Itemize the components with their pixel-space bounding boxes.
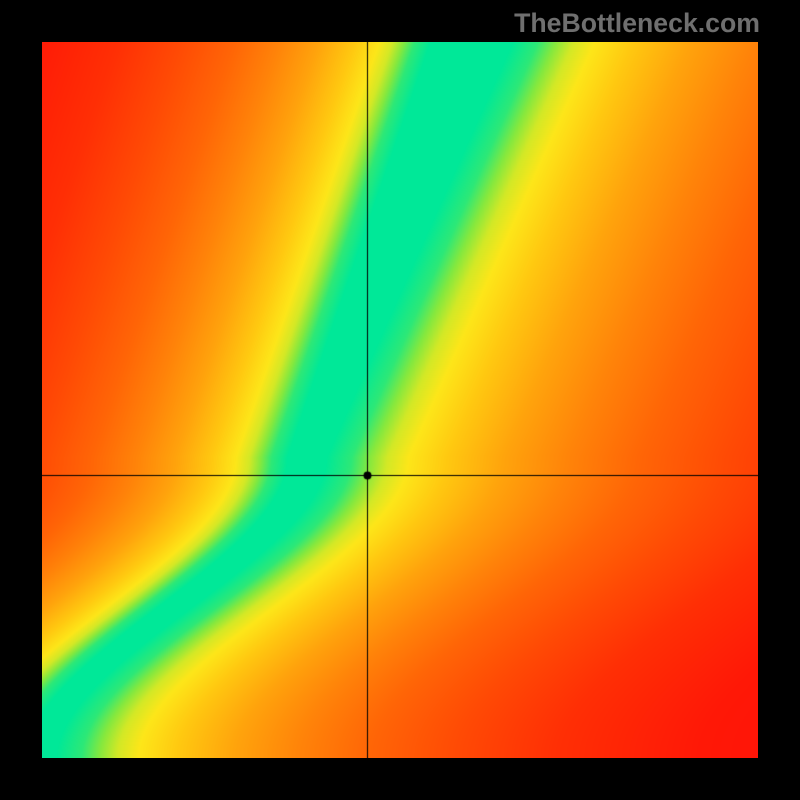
heatmap-plot: [42, 42, 758, 758]
watermark-text: TheBottleneck.com: [514, 8, 760, 39]
heatmap-canvas: [42, 42, 758, 758]
chart-container: { "watermark": { "text": "TheBottleneck.…: [0, 0, 800, 800]
